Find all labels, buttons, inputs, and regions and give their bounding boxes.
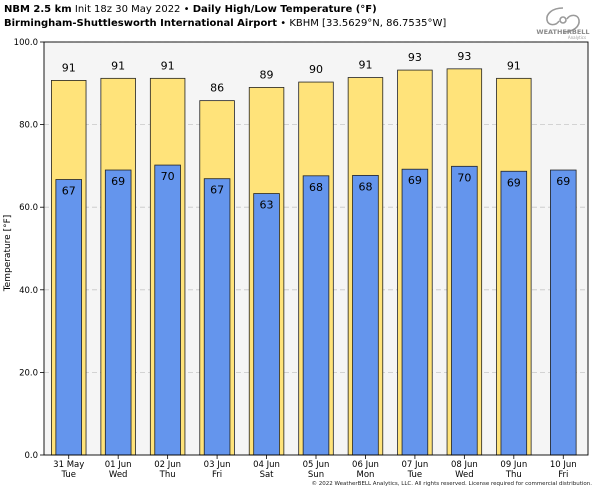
high-temp-label: 91 — [161, 59, 175, 72]
low-temp-bar — [104, 169, 132, 456]
low-temp-bar — [500, 170, 528, 456]
low-temp-label: 69 — [556, 175, 570, 188]
x-tick-date: 01 Jun — [105, 460, 132, 470]
x-tick-date: 07 Jun — [402, 460, 429, 470]
high-temp-label: 93 — [457, 50, 471, 63]
y-tick-label: 0.0 — [24, 451, 38, 461]
x-tick-day: Wed — [455, 470, 474, 480]
y-tick-label: 100.0 — [14, 38, 38, 48]
logo-swirl-icon: WEATHERBELL Analytics — [536, 7, 590, 40]
low-temp-label: 68 — [358, 180, 372, 193]
x-tick-date: 02 Jun — [154, 460, 181, 470]
x-tick-date: 08 Jun — [451, 460, 478, 470]
x-tick-date: 09 Jun — [500, 460, 527, 470]
low-temp-bar — [352, 174, 379, 456]
low-temp-label: 69 — [507, 176, 521, 189]
x-tick-date: 05 Jun — [303, 460, 330, 470]
x-tick-day: Fri — [558, 470, 568, 480]
y-tick-label: 60.0 — [19, 203, 38, 213]
x-tick-day: Tue — [60, 470, 76, 480]
y-tick-label: 40.0 — [19, 286, 38, 296]
x-tick-date: 06 Jun — [352, 460, 379, 470]
x-tick-date: 03 Jun — [204, 460, 231, 470]
low-temp-label: 67 — [62, 185, 76, 198]
low-temp-bar — [401, 168, 429, 456]
y-tick-label: 20.0 — [19, 368, 38, 378]
x-tick-day: Thu — [159, 470, 176, 480]
plot-frame — [43, 41, 589, 456]
weatherbell-logo: WEATHERBELL Analytics — [532, 4, 594, 40]
separator: • — [183, 4, 190, 15]
station-id: KBHM [33.5629°N, 86.7535°W] — [289, 18, 447, 29]
init-time: Init 18z 30 May 2022 — [74, 4, 181, 15]
x-tick-day: Thu — [505, 470, 522, 480]
data-labels: 91 67 91 69 91 70 86 67 89 63 90 68 91 68 93 69 93 70 91 69… — [62, 50, 571, 212]
y-tick-label: 80.0 — [19, 121, 38, 131]
low-temp-label: 69 — [111, 175, 125, 188]
x-tick-day: Sun — [308, 470, 324, 480]
chart-header: NBM 2.5 km Init 18z 30 May 2022 • Daily … — [4, 3, 446, 31]
high-temp-label: 91 — [358, 59, 372, 72]
low-temp-label: 70 — [457, 171, 471, 184]
high-temp-label: 91 — [111, 59, 125, 72]
low-temp-bar — [203, 178, 231, 456]
header-line-1: NBM 2.5 km Init 18z 30 May 2022 • Daily … — [4, 3, 446, 17]
x-tick-day: Wed — [109, 470, 128, 480]
high-temp-label: 91 — [62, 61, 76, 74]
x-tick-day: Tue — [407, 470, 423, 480]
x-tick-date: 10 Jun — [550, 460, 577, 470]
high-temp-label: 86 — [210, 82, 224, 95]
product-title: Daily High/Low Temperature (°F) — [192, 4, 377, 15]
copyright-notice: © 2022 WeatherBELL Analytics, LLC. All r… — [311, 481, 592, 487]
low-temp-label: 70 — [161, 170, 175, 183]
low-temp-bar — [451, 165, 478, 456]
high-temp-label: 93 — [408, 51, 422, 64]
low-temp-label: 67 — [210, 184, 224, 197]
logo-subtext: Analytics — [568, 35, 586, 40]
high-temp-label: 89 — [260, 68, 274, 81]
low-temp-label: 69 — [408, 174, 422, 187]
model-name: NBM 2.5 km — [4, 4, 72, 15]
x-tick-date: 04 Jun — [253, 460, 280, 470]
high-temp-label: 90 — [309, 63, 323, 76]
x-tick-date: 31 May — [53, 460, 84, 470]
x-tick-day: Sat — [260, 470, 275, 480]
low-temp-bar — [253, 193, 280, 456]
header-line-2: Birmingham-Shuttlesworth International A… — [4, 17, 446, 31]
separator: • — [280, 18, 287, 29]
x-tick-day: Fri — [212, 470, 222, 480]
station-name: Birmingham-Shuttlesworth International A… — [4, 18, 278, 29]
bars — [51, 68, 577, 456]
low-temp-bar — [302, 175, 330, 456]
low-temp-bar — [154, 164, 181, 456]
low-temp-label: 68 — [309, 181, 323, 194]
low-temp-label: 63 — [260, 199, 274, 212]
high-temp-label: 91 — [507, 59, 521, 72]
logo-text: WEATHERBELL — [536, 28, 589, 36]
x-tick-day: Mon — [356, 470, 374, 480]
low-temp-bar — [55, 179, 82, 456]
low-temp-bar — [550, 169, 577, 456]
